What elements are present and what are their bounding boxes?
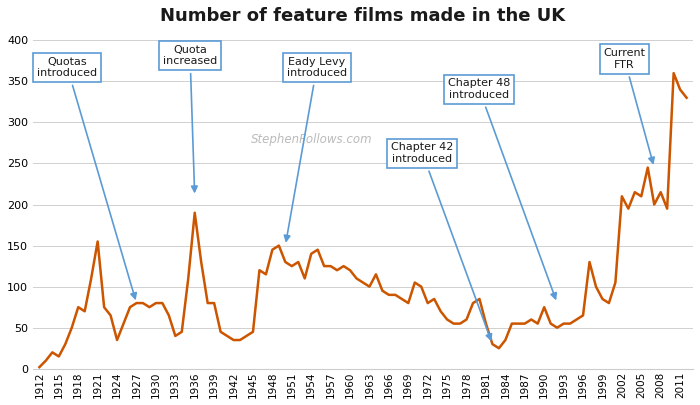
Text: Chapter 48
introduced: Chapter 48 introduced bbox=[448, 79, 556, 299]
Title: Number of feature films made in the UK: Number of feature films made in the UK bbox=[160, 7, 566, 25]
Text: StephenFollows.com: StephenFollows.com bbox=[251, 133, 372, 146]
Text: Current
FTR: Current FTR bbox=[603, 48, 654, 163]
Text: Quotas
introduced: Quotas introduced bbox=[37, 57, 136, 298]
Text: Quota
increased: Quota increased bbox=[163, 45, 217, 192]
Text: Chapter 42
introduced: Chapter 42 introduced bbox=[391, 143, 491, 340]
Text: Eady Levy
introduced: Eady Levy introduced bbox=[284, 57, 346, 241]
